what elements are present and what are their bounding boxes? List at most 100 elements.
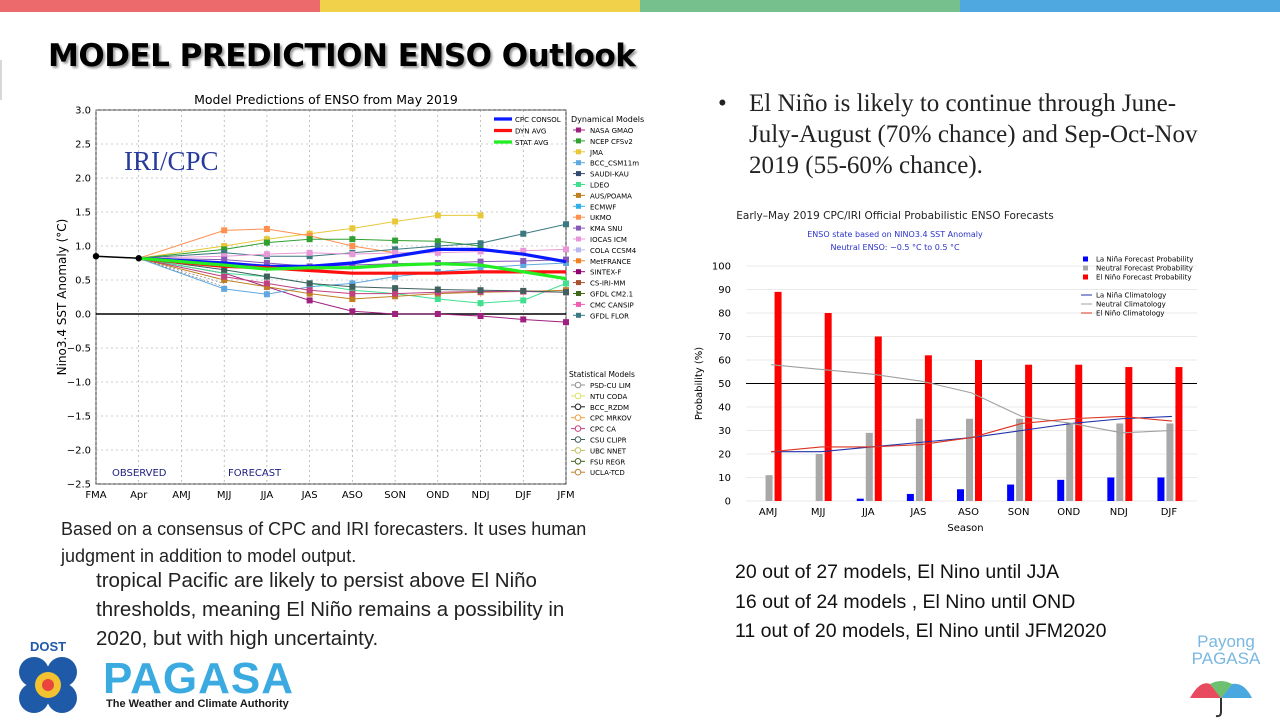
top-stripe-red — [0, 0, 320, 12]
probability-bar — [774, 291, 782, 501]
legend-label: SAUDI-KAU — [590, 171, 629, 179]
bullet-dot: • — [718, 90, 727, 117]
legend-marker — [574, 468, 582, 476]
average-series-line — [138, 247, 567, 268]
model-point — [563, 289, 569, 296]
model-series-line — [138, 257, 567, 293]
legend-marker — [576, 312, 581, 318]
legend-marker — [1083, 274, 1088, 280]
y-tick-label: 20 — [718, 450, 731, 461]
legend-marker — [574, 414, 582, 422]
forecast-label: FORECAST — [228, 468, 282, 479]
x-tick-label: AMJ — [172, 490, 190, 501]
x-tick-label: JAS — [301, 490, 318, 501]
model-point — [221, 285, 228, 292]
y-tick-label: 10 — [718, 473, 731, 484]
model-point — [221, 277, 228, 283]
y-tick-label: 50 — [718, 379, 731, 390]
model-point — [263, 283, 270, 290]
legend-marker — [574, 381, 582, 389]
x-tick-label: OND — [1057, 507, 1080, 518]
legend-label: CPC MRKOV — [590, 415, 632, 423]
model-point — [263, 273, 270, 280]
model-point — [434, 311, 441, 317]
statistical-models-header: Statistical Models — [569, 370, 635, 379]
legend-marker — [576, 291, 581, 296]
y-tick-label: −2.5 — [67, 480, 91, 491]
legend-label: COLA CCSM4 — [590, 247, 637, 255]
probability-bar — [957, 489, 964, 501]
legend-label: UKMO — [590, 214, 612, 222]
legend-label: PSD-CU LIM — [590, 382, 631, 390]
climatology-line — [771, 415, 1172, 453]
iri-cpc-label: IRI/CPC — [124, 146, 219, 176]
model-point — [520, 230, 527, 237]
probabilistic-forecast-chart: Early–May 2019 CPC/IRI Official Probabil… — [694, 210, 1197, 534]
payong-line1: Payong — [1197, 632, 1255, 651]
legend-marker — [576, 127, 581, 133]
average-series-line — [138, 256, 567, 281]
legend-label: CPC CA — [590, 426, 616, 434]
x-tick-label: MJJ — [217, 490, 232, 501]
model-point — [221, 243, 228, 249]
legend-label: UBC NNET — [590, 447, 627, 455]
payong-pagasa-logo: Payong PAGASA — [1176, 633, 1276, 667]
x-tick-label: NDJ — [1110, 507, 1128, 518]
legend-label: CSU CLIPR — [590, 437, 627, 445]
legend-label: Neutral Forecast Probability — [1096, 265, 1193, 273]
model-point — [221, 273, 228, 280]
legend-marker — [574, 436, 582, 443]
legend-label: La Niña Climatology — [1096, 292, 1166, 300]
probability-bar — [966, 418, 973, 501]
legend-marker — [576, 182, 581, 187]
y-tick-label: 1.5 — [75, 208, 91, 219]
y-tick-label: 80 — [718, 309, 731, 320]
probability-bar — [1125, 367, 1133, 501]
legend-label: IOCAS ICM — [590, 236, 627, 244]
pagasa-emblem-icon — [19, 657, 77, 713]
model-point — [349, 236, 356, 243]
slide-edge-mark — [0, 60, 2, 100]
y-tick-label: −1.5 — [67, 412, 91, 423]
legend-label: NCEP CFSv2 — [590, 138, 633, 146]
model-point — [434, 286, 441, 293]
model-point — [349, 251, 356, 258]
y-tick-label: 2.5 — [75, 140, 91, 151]
model-point — [306, 280, 313, 287]
model-point — [349, 290, 356, 297]
model-point — [306, 253, 313, 260]
y-tick-label: 100 — [712, 262, 731, 273]
y-tick-label: −2.0 — [67, 446, 91, 457]
model-point — [263, 226, 270, 232]
model-point — [563, 319, 569, 326]
probability-bar — [1025, 364, 1033, 501]
top-stripe-yellow — [320, 0, 640, 12]
model-point — [477, 248, 484, 255]
legend-marker — [576, 214, 581, 220]
dost-label: DOST — [30, 639, 67, 654]
model-point — [306, 283, 313, 290]
probability-bar — [765, 475, 773, 501]
model-point — [263, 236, 270, 243]
probability-bar — [1157, 477, 1165, 501]
x-tick-label: FMA — [85, 490, 106, 501]
model-point — [263, 291, 270, 298]
legend-marker — [574, 425, 582, 432]
x-axis-label: Season — [947, 523, 983, 534]
legend-label: MetFRANCE — [590, 258, 631, 266]
legend-marker — [576, 247, 581, 253]
plot-frame — [95, 109, 567, 485]
model-count-line: 11 out of 20 models, El Nino until JFM20… — [735, 620, 1107, 642]
model-point — [563, 246, 569, 253]
pagasa-tagline: The Weather and Climate Authority — [106, 698, 289, 710]
probability-bar — [824, 313, 832, 501]
probability-bar — [1075, 364, 1083, 501]
model-point — [392, 273, 399, 280]
observed-point — [92, 253, 100, 260]
model-point — [520, 257, 527, 264]
model-point — [306, 287, 313, 294]
legend-label: CS-IRI-MM — [590, 280, 625, 288]
model-point — [349, 296, 356, 303]
legend-label: CMC CANSIP — [590, 301, 634, 309]
y-tick-label: 90 — [718, 285, 731, 296]
